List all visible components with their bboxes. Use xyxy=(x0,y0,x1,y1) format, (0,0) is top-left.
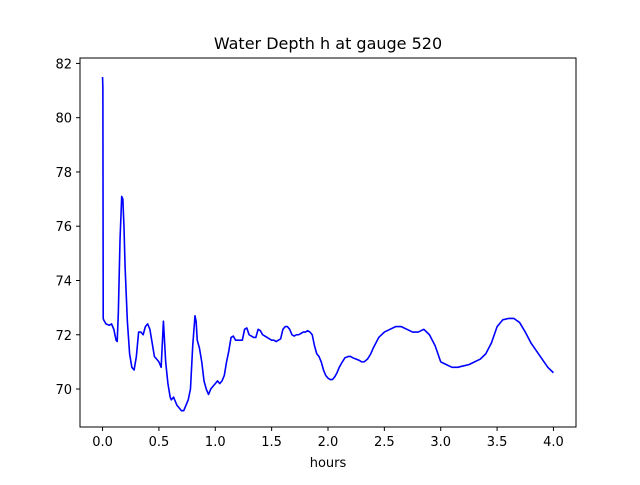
x-tick-label: 3.0 xyxy=(430,435,451,450)
y-tick-label: 78 xyxy=(55,166,72,181)
y-tick-label: 82 xyxy=(55,57,72,72)
x-tick-label: 1.0 xyxy=(205,435,226,450)
x-tick-label: 1.5 xyxy=(261,435,282,450)
y-tick-label: 76 xyxy=(55,220,72,235)
x-tick-label: 4.0 xyxy=(543,435,564,450)
chart-title: Water Depth h at gauge 520 xyxy=(214,34,442,53)
plot-frame xyxy=(79,57,577,428)
x-tick-label: 0.5 xyxy=(149,435,170,450)
y-tick-label: 72 xyxy=(55,329,72,344)
x-tick-label: 0.0 xyxy=(92,435,113,450)
x-axis-title: hours xyxy=(310,456,347,471)
y-tick-label: 74 xyxy=(55,274,72,289)
series-line-water-depth xyxy=(101,76,555,412)
x-axis-ticks: 0.0 0.5 1.0 1.5 2.0 2.5 3.0 3.5 4.0 xyxy=(92,427,564,450)
y-axis-ticks: 70 72 74 76 78 80 82 xyxy=(55,57,80,398)
x-tick-label: 3.5 xyxy=(487,435,508,450)
y-tick-label: 70 xyxy=(55,383,72,398)
x-tick-label: 2.5 xyxy=(374,435,395,450)
series-layer xyxy=(101,76,555,412)
y-tick-label: 80 xyxy=(55,112,72,127)
x-tick-label: 2.0 xyxy=(318,435,339,450)
